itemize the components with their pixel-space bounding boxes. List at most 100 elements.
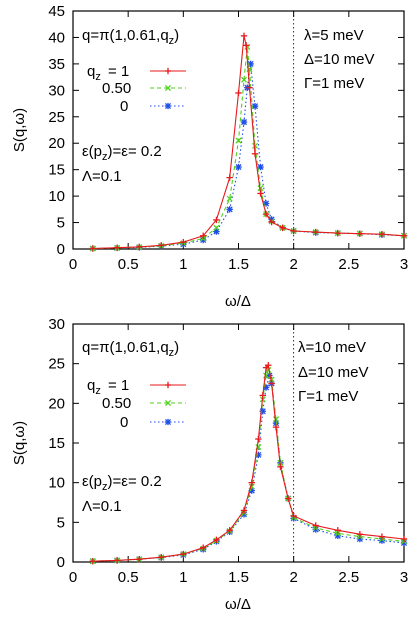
x-tick-label: 1 — [179, 569, 187, 586]
data-point — [257, 185, 264, 192]
x-tick-label: 1.5 — [228, 569, 249, 586]
data-point — [199, 544, 207, 551]
data-point — [262, 210, 270, 218]
data-point — [235, 163, 242, 171]
data-point — [257, 163, 264, 171]
data-point — [334, 229, 341, 237]
data-point — [255, 435, 262, 443]
data-point — [213, 536, 220, 543]
y-tick-label: 45 — [48, 3, 65, 20]
data-point — [279, 224, 286, 232]
data-point — [226, 174, 233, 181]
data-point — [235, 89, 242, 97]
data-point — [158, 554, 165, 561]
data-point — [213, 224, 220, 231]
y-tick-label: 30 — [48, 82, 65, 99]
x-tick-label: 3 — [400, 569, 408, 586]
lambda-label: λ=10 meV — [298, 339, 366, 356]
data-point — [235, 137, 242, 144]
legend-key-marker — [164, 102, 172, 110]
x-tick-label: 1 — [179, 256, 187, 273]
y-axis-label: S(q,ω) — [11, 421, 28, 465]
data-point — [113, 244, 121, 251]
y-tick-label: 10 — [48, 188, 65, 205]
data-point — [247, 60, 254, 68]
q-vector-label: q=π(1,0.61,qz) — [82, 339, 179, 359]
y-tick-label: 0 — [57, 554, 65, 571]
x-tick-label: 0 — [69, 569, 77, 586]
legend: qz = 1 0.50 0 — [87, 63, 186, 115]
legend-label-qz-050: 0.50 — [102, 80, 131, 97]
data-point — [290, 227, 297, 235]
data-point — [89, 245, 97, 252]
legend-title: qz — [87, 63, 101, 83]
y-tick-label: 25 — [48, 356, 65, 373]
data-point — [312, 228, 319, 236]
series-line — [92, 373, 405, 562]
data-point — [251, 103, 259, 110]
y-tick-label: 5 — [57, 514, 65, 531]
x-tick-label: 2 — [289, 569, 297, 586]
lambda-cap-label: Λ=0.1 — [82, 168, 122, 185]
data-point — [240, 118, 248, 126]
gamma-label: Γ=1 meV — [304, 75, 364, 92]
data-point — [180, 238, 187, 246]
epsilon-label: ε(pz)=ε= 0.2 — [82, 473, 162, 493]
data-point — [268, 376, 275, 383]
y-tick-label: 30 — [48, 316, 65, 333]
x-tick-label: 2.5 — [338, 256, 359, 273]
data-point — [272, 416, 280, 423]
data-point — [378, 533, 386, 540]
y-tick-label: 20 — [48, 395, 65, 412]
data-point — [378, 230, 386, 238]
legend-label-qz-0: 0 — [120, 98, 128, 115]
data-point — [213, 216, 220, 224]
data-point — [290, 512, 297, 520]
legend-key-marker — [164, 67, 172, 75]
data-point — [180, 550, 187, 558]
data-point — [226, 206, 233, 213]
series-0 — [89, 362, 408, 565]
delta-label: Δ=10 meV — [304, 51, 374, 68]
x-tick-label: 0 — [69, 256, 77, 273]
x-tick-label: 2 — [289, 256, 297, 273]
plot-frame — [72, 323, 405, 563]
gamma-label: Γ=1 meV — [298, 388, 358, 405]
x-axis-label: ω/Δ — [225, 596, 251, 613]
data-point — [226, 195, 233, 202]
legend: qz = 1 0.50 0 — [87, 377, 186, 431]
plot-frame — [72, 10, 405, 250]
legend-label-qz-0: 0 — [120, 414, 128, 431]
y-axis-label: S(q,ω) — [11, 108, 28, 152]
x-axis-label: ω/Δ — [225, 293, 251, 310]
y-tick-label: 15 — [48, 435, 65, 452]
data-point — [89, 558, 97, 565]
x-tick-label: 0.5 — [118, 569, 139, 586]
data-point — [356, 531, 364, 538]
data-point — [113, 557, 121, 564]
legend-title: qz — [87, 377, 101, 397]
y-tick-label: 5 — [57, 215, 65, 232]
data-point — [226, 527, 233, 534]
epsilon-label: ε(pz)=ε= 0.2 — [82, 143, 162, 163]
series-layer — [89, 32, 408, 252]
legend-key-marker — [164, 84, 172, 92]
x-tick-label: 2.5 — [338, 569, 359, 586]
data-point — [252, 142, 259, 149]
data-point — [312, 522, 319, 529]
series-layer — [89, 362, 408, 565]
y-tick-label: 25 — [48, 109, 65, 126]
data-point — [240, 507, 248, 514]
x-tick-label: 1.5 — [228, 256, 249, 273]
data-point — [356, 230, 364, 237]
data-point — [400, 232, 408, 239]
data-point — [257, 190, 264, 197]
x-tick-label: 0.5 — [118, 256, 139, 273]
data-point — [248, 479, 255, 486]
data-point — [400, 535, 408, 543]
lambda-cap-label: Λ=0.1 — [82, 498, 122, 515]
data-point — [277, 463, 284, 470]
